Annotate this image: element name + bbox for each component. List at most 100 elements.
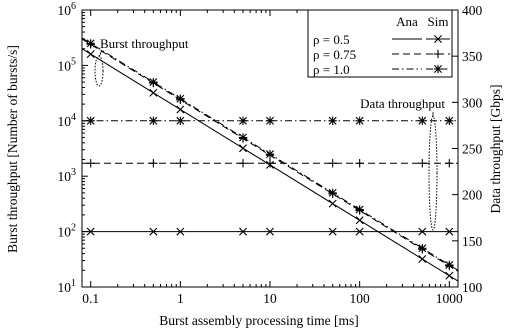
legend-label-rho-0.75: ρ = 0.75 [313,47,356,62]
sim-marker [355,216,364,225]
sim-point [328,116,337,125]
sim-point [86,159,95,168]
sim-point [328,227,337,236]
sim-point [418,227,427,236]
legend-sim-marker [433,64,443,74]
sim-point [149,116,158,125]
sim-point [355,159,364,168]
sim-point [266,227,274,236]
sim-point [445,159,454,168]
sim-marker [239,144,247,153]
sim-marker [355,227,364,236]
sim-point [265,159,275,168]
sim-marker [86,227,95,236]
legend-header-sim: Sim [428,14,449,29]
sim-point [239,144,247,153]
sim-point [265,116,275,125]
y-right-tick-label: 100 [462,280,483,295]
sim-point [176,94,185,103]
series-layer [81,37,459,282]
y-axis-label-right: Data throughput [Gbps] [488,85,503,214]
sim-point [86,50,95,59]
sim-marker [176,227,185,236]
sim-marker [266,227,274,236]
sim-point [176,105,185,114]
sim-marker [328,199,337,208]
y-left-tick-label: 104 [58,112,77,129]
y-right-tick-label: 350 [462,49,483,64]
sim-point [149,227,158,236]
annotation-data-throughput: Data throughput [360,96,445,111]
legend-header-ana: Ana [396,14,418,29]
sim-point [418,244,427,253]
annotation-burst-throughput: Burst throughput [100,36,189,51]
x-axis-label: Burst assembly processing time [ms] [159,313,358,328]
x-tick-label: 1 [177,291,184,306]
x-tick-label: 0.1 [82,291,99,306]
annotation-ellipse-data [428,115,438,231]
sim-point [238,116,248,125]
legend-sim-marker [433,49,443,59]
x-tick-label: 1000 [436,291,463,306]
sim-point [445,116,454,125]
series-data-3 [82,227,458,236]
sim-marker [445,227,454,236]
sim-point [239,227,247,236]
sim-point [238,159,248,168]
legend-label-rho-0.5: ρ = 0.5 [313,32,350,47]
sim-point [445,260,454,270]
y-right-tick-label: 250 [462,142,483,157]
sim-marker [418,255,427,264]
y-left-tick-label: 106 [58,1,77,18]
sim-point [176,227,185,236]
y-right-tick-label: 300 [462,95,483,110]
legend-marker [434,35,442,43]
annotation-layer [94,49,438,231]
sim-point [445,227,454,236]
sim-point [238,133,248,142]
series-data-5 [82,116,458,125]
series-data-4 [82,159,458,168]
legend-sim-marker [434,35,442,43]
sim-point [355,205,364,214]
sim-point [176,116,185,125]
sim-point [355,116,364,125]
sim-point [265,149,275,159]
sim-point [355,216,364,225]
legend-box [307,9,453,78]
sim-point [355,227,364,236]
y-left-tick-label: 101 [58,278,77,295]
x-tick-label: 10 [263,291,277,306]
axis-ticks: 0.1 1 10 100 1000101102103104105106100150200… [58,1,483,306]
sim-marker [86,50,95,59]
legend-label-rho-1.0: ρ = 1.0 [313,62,350,77]
sim-point [86,39,95,48]
sim-marker [176,105,185,114]
y-right-tick-label: 400 [462,3,483,18]
y-left-tick-label: 103 [58,167,77,184]
sim-marker [239,227,247,236]
sim-point [418,116,427,125]
y-left-tick-label: 105 [58,56,77,73]
sim-marker [418,227,427,236]
y-right-tick-label: 150 [462,234,483,249]
sim-point [176,159,185,168]
sim-point [328,188,337,198]
sim-point [86,116,95,125]
sim-marker [328,227,337,236]
x-tick-label: 100 [350,291,371,306]
sim-point [149,159,158,168]
sim-marker [149,88,158,97]
sim-marker [445,271,454,280]
sim-point [328,199,337,208]
y-axis-label-left: Burst throughput [Number of bursts/s] [5,45,20,253]
sim-point [149,88,158,97]
legend: Ana Sim ρ = 0.5 ρ = 0.75 ρ = 1.0 [307,9,453,78]
legend-samples [392,35,450,74]
y-left-tick-label: 102 [58,223,77,240]
sim-point [445,271,454,280]
sim-point [149,77,158,87]
annotation-connector-burst [98,49,103,58]
sim-point [86,227,95,236]
